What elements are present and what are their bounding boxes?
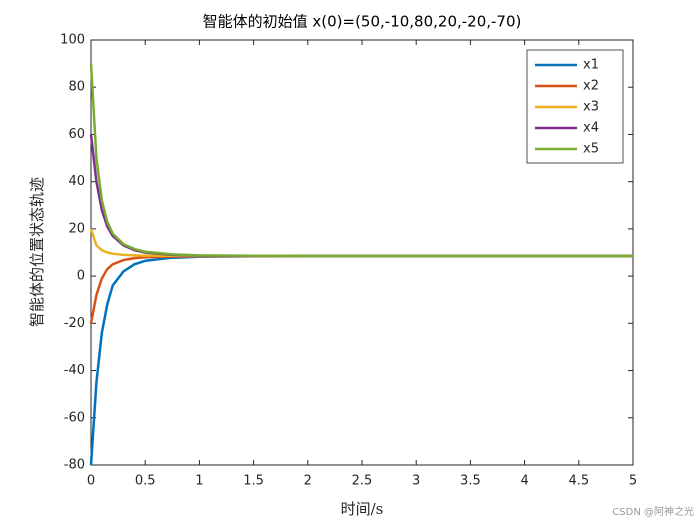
legend-label: x2	[583, 79, 599, 94]
y-tick-label: -80	[64, 458, 85, 473]
watermark: CSDN @阿神之光	[612, 505, 694, 518]
y-tick-label: 20	[68, 221, 85, 236]
y-tick-label: 0	[77, 269, 85, 284]
x-tick-label: 3.5	[460, 474, 481, 489]
y-tick-label: 80	[68, 80, 85, 95]
y-tick-label: -40	[64, 363, 85, 378]
y-tick-label: 60	[68, 127, 85, 142]
y-tick-label: 40	[68, 174, 85, 189]
x-tick-label: 3	[412, 474, 420, 489]
x-tick-label: 4.5	[568, 474, 589, 489]
y-axis-label: 智能体的位置状态轨迹	[28, 177, 46, 327]
y-tick-label: -60	[64, 410, 85, 425]
chart-title: 智能体的初始值 x(0)=(50,-10,80,20,-20,-70)	[203, 13, 522, 31]
legend-label: x4	[583, 121, 599, 136]
x-tick-label: 5	[629, 474, 637, 489]
x-tick-label: 0.5	[135, 474, 156, 489]
x-tick-label: 0	[87, 474, 95, 489]
x-tick-label: 1.5	[243, 474, 264, 489]
legend-label: x1	[583, 58, 599, 73]
x-axis-label: 时间/s	[341, 500, 384, 518]
legend-label: x3	[583, 100, 599, 115]
y-tick-label: -20	[64, 316, 85, 331]
x-tick-label: 2.5	[352, 474, 373, 489]
y-tick-label: 100	[60, 33, 85, 48]
series-line	[89, 63, 633, 258]
x-tick-label: 1	[195, 474, 203, 489]
x-tick-label: 2	[304, 474, 312, 489]
x-tick-label: 4	[520, 474, 528, 489]
legend-label: x5	[583, 142, 599, 157]
